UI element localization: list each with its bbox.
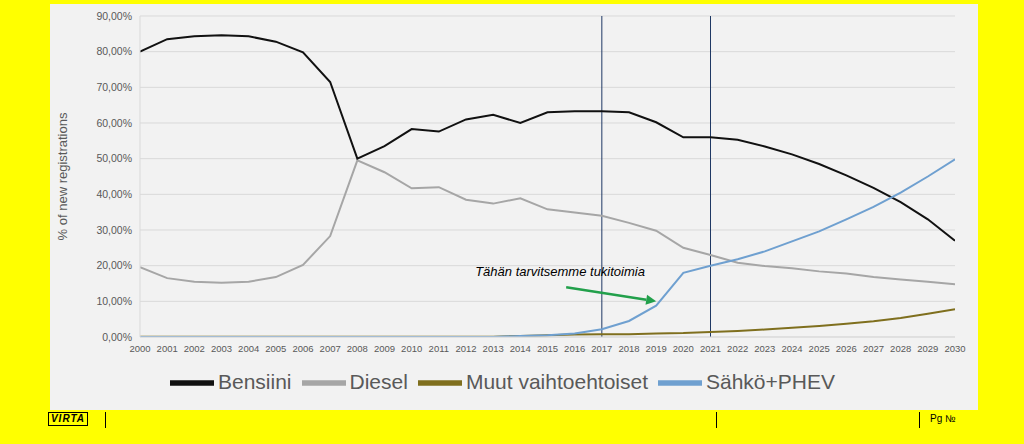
svg-text:2005: 2005	[265, 343, 286, 354]
svg-text:2030: 2030	[944, 343, 965, 354]
svg-text:2017: 2017	[591, 343, 612, 354]
svg-text:2014: 2014	[510, 343, 531, 354]
svg-text:50,00%: 50,00%	[96, 152, 132, 164]
svg-text:2011: 2011	[429, 343, 449, 354]
svg-text:2004: 2004	[238, 343, 259, 354]
svg-text:2001: 2001	[157, 343, 178, 354]
svg-text:80,00%: 80,00%	[96, 45, 132, 57]
svg-text:40,00%: 40,00%	[96, 188, 132, 200]
svg-text:2012: 2012	[455, 343, 476, 354]
svg-text:2019: 2019	[646, 343, 667, 354]
svg-text:2006: 2006	[292, 343, 313, 354]
html-text:Muut vaihtoehtoiset: Muut vaihtoehtoiset	[465, 369, 648, 393]
svg-text:2003: 2003	[211, 343, 232, 354]
svg-text:70,00%: 70,00%	[96, 81, 132, 93]
svg-text:10,00%: 10,00%	[96, 295, 132, 307]
svg-text:2015: 2015	[537, 343, 558, 354]
svg-text:90,00%: 90,00%	[96, 10, 132, 22]
svg-text:2010: 2010	[401, 343, 422, 354]
html-text:Sähkö+PHEV: Sähkö+PHEV	[706, 369, 835, 393]
svg-text:2018: 2018	[618, 343, 639, 354]
svg-text:0,00%: 0,00%	[102, 331, 132, 343]
svg-text:2009: 2009	[374, 343, 395, 354]
svg-text:2020: 2020	[673, 343, 694, 354]
html-text:VIRTA: VIRTA	[51, 413, 85, 424]
svg-text:2027: 2027	[863, 343, 884, 354]
svg-text:2028: 2028	[890, 343, 911, 354]
svg-text:2008: 2008	[347, 343, 368, 354]
html-text:Bensiini: Bensiini	[218, 369, 292, 393]
svg-text:2021: 2021	[700, 343, 721, 354]
svg-text:2013: 2013	[483, 343, 504, 354]
svg-text:2002: 2002	[184, 343, 205, 354]
svg-text:2025: 2025	[809, 343, 830, 354]
svg-text:60,00%: 60,00%	[96, 117, 132, 129]
svg-text:2007: 2007	[320, 343, 341, 354]
svg-text:% of new registrations: % of new registrations	[55, 112, 70, 240]
svg-text:2016: 2016	[564, 343, 585, 354]
svg-text:30,00%: 30,00%	[96, 224, 132, 236]
svg-text:2024: 2024	[781, 343, 802, 354]
html-text:Diesel: Diesel	[349, 369, 408, 393]
svg-text:2026: 2026	[836, 343, 857, 354]
svg-text:2022: 2022	[727, 343, 748, 354]
html-text:Pg №: Pg №	[930, 413, 956, 424]
svg-text:Tähän tarvitsemme tukitoimia: Tähän tarvitsemme tukitoimia	[475, 264, 645, 279]
svg-text:2029: 2029	[917, 343, 938, 354]
svg-text:2000: 2000	[129, 343, 150, 354]
svg-text:2023: 2023	[754, 343, 775, 354]
svg-text:20,00%: 20,00%	[96, 259, 132, 271]
